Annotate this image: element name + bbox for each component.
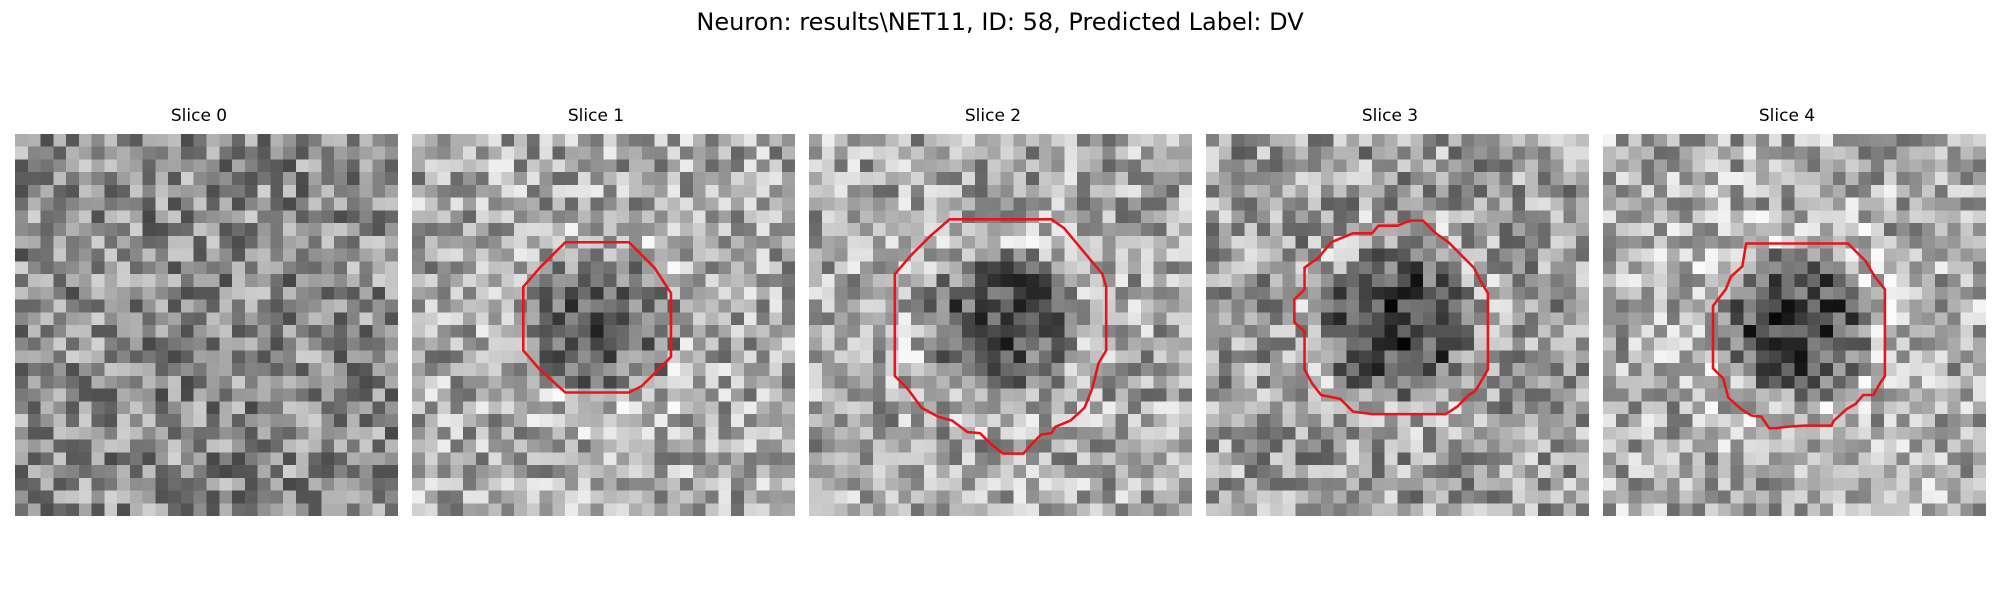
slice-panel-0: Slice 0 bbox=[0, 105, 398, 516]
slice-panel-3: Slice 3 bbox=[1191, 105, 1589, 516]
slice-title-3: Slice 3 bbox=[1361, 106, 1419, 126]
slice-overlay-4 bbox=[1711, 242, 1887, 430]
slice-overlay-3 bbox=[1293, 219, 1490, 416]
slice-overlay-1 bbox=[522, 240, 673, 394]
slice-overlay-2 bbox=[893, 218, 1108, 455]
slice-panel-4: Slice 4 bbox=[1588, 105, 1986, 516]
slice-title-1: Slice 1 bbox=[567, 106, 625, 126]
slice-image-0 bbox=[15, 134, 398, 516]
segmentation-contour-2 bbox=[893, 218, 1108, 455]
slice-title-0: Slice 0 bbox=[170, 106, 228, 126]
segmentation-contour-1 bbox=[522, 240, 673, 394]
slice-image-3 bbox=[1206, 134, 1589, 516]
slice-panel-1: Slice 1 bbox=[397, 105, 795, 516]
slice-image-1 bbox=[412, 134, 795, 516]
slice-overlay-0 bbox=[15, 134, 398, 516]
figure-title: Neuron: results\NET11, ID: 58, Predicted… bbox=[696, 8, 1304, 36]
segmentation-contour-4 bbox=[1711, 242, 1887, 430]
slice-panel-2: Slice 2 bbox=[794, 105, 1192, 516]
slice-image-4 bbox=[1603, 134, 1986, 516]
slice-title-4: Slice 4 bbox=[1758, 106, 1816, 126]
segmentation-contour-3 bbox=[1293, 219, 1490, 416]
slice-title-2: Slice 2 bbox=[964, 106, 1022, 126]
